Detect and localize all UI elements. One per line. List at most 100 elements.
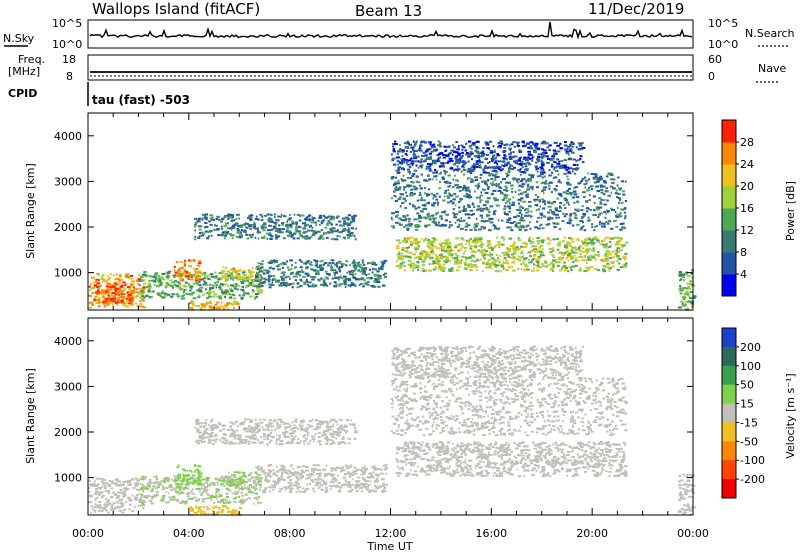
echo-cell <box>536 259 540 262</box>
echo-cell <box>486 244 489 247</box>
echo-cell <box>141 494 143 497</box>
echo-cell <box>132 487 136 490</box>
echo-cell <box>403 188 406 191</box>
echo-cell <box>235 301 239 304</box>
echo-cell <box>588 208 590 211</box>
echo-cell <box>195 272 199 275</box>
echo-cell <box>422 259 426 262</box>
echo-cell <box>275 218 277 221</box>
echo-cell <box>176 466 180 469</box>
echo-cell <box>477 236 480 239</box>
echo-cell <box>414 160 418 163</box>
echo-cell <box>119 505 124 508</box>
echo-cell <box>251 485 254 488</box>
echo-cell <box>176 280 180 283</box>
echo-cell <box>207 293 211 296</box>
echo-cell <box>461 148 464 151</box>
echo-cell <box>604 243 608 246</box>
echo-cell <box>493 210 497 213</box>
echo-cell <box>566 222 571 224</box>
echo-cell <box>568 217 572 220</box>
echo-cell <box>242 224 246 227</box>
echo-cell <box>259 282 263 285</box>
echo-cell <box>520 213 523 216</box>
echo-cell <box>513 155 516 158</box>
echo-cell <box>407 185 411 188</box>
echo-cell <box>480 225 484 228</box>
echo-cell <box>398 241 402 244</box>
echo-cell <box>91 484 96 487</box>
echo-cell <box>587 258 592 261</box>
echo-cell <box>530 174 534 177</box>
echo-cell <box>505 185 508 188</box>
echo-cell <box>413 151 415 154</box>
echo-cell <box>315 230 318 233</box>
echo-cell <box>371 261 374 264</box>
echo-cell <box>551 202 554 205</box>
echo-cell <box>485 208 490 211</box>
echo-cell <box>438 195 441 198</box>
echo-cell <box>104 297 108 300</box>
echo-cell <box>417 160 420 163</box>
echo-cell <box>431 144 435 147</box>
echo-cell <box>137 504 142 507</box>
echo-cell <box>546 200 551 203</box>
echo-cell <box>540 182 543 185</box>
echo-cell <box>425 167 428 170</box>
echo-cell <box>175 491 179 494</box>
echo-cell <box>332 269 337 272</box>
echo-cell <box>287 218 291 221</box>
echo-cell <box>280 282 282 285</box>
echo-cell <box>247 269 250 272</box>
echo-cell <box>504 163 506 166</box>
echo-cell <box>536 237 540 239</box>
echo-cell <box>103 503 108 506</box>
echo-cell <box>482 146 485 149</box>
echo-cell <box>619 228 623 231</box>
echo-cell <box>516 141 520 144</box>
echo-cell <box>518 157 521 160</box>
echo-cell <box>116 303 119 306</box>
echo-cell <box>392 148 395 151</box>
echo-cell <box>328 262 332 264</box>
echo-cell <box>416 244 419 247</box>
echo-cell <box>619 249 623 252</box>
echo-cell <box>543 186 548 189</box>
echo-cell <box>303 281 307 284</box>
echo-cell <box>201 304 206 307</box>
echo-cell <box>147 283 151 286</box>
echo-cell <box>581 240 583 243</box>
echo-cell <box>234 492 236 495</box>
echo-cell <box>540 173 544 176</box>
echo-cell <box>573 172 577 175</box>
echo-cell <box>435 213 438 216</box>
echo-cell <box>480 220 484 222</box>
echo-cell <box>392 226 395 229</box>
echo-cell <box>374 268 378 271</box>
echo-cell <box>395 260 398 263</box>
echo-cell <box>295 222 298 225</box>
echo-cell <box>522 261 525 264</box>
echo-cell <box>504 164 508 167</box>
echo-cell <box>396 214 399 217</box>
echo-cell <box>219 484 223 487</box>
echo-cell <box>178 278 183 281</box>
echo-cell <box>563 172 567 175</box>
echo-cell <box>600 198 603 201</box>
echo-cell <box>689 291 693 293</box>
echo-cell <box>111 291 116 294</box>
echo-cell <box>571 196 575 199</box>
echo-cell <box>198 234 202 237</box>
echo-cell <box>146 483 150 486</box>
echo-cell <box>479 251 484 254</box>
echo-cell <box>465 192 468 195</box>
echo-cell <box>518 150 521 153</box>
echo-cell <box>465 222 468 225</box>
echo-cell <box>428 218 432 221</box>
echo-cell <box>188 274 192 276</box>
echo-cell <box>154 279 157 282</box>
echo-cell <box>454 184 457 187</box>
echo-cell <box>367 262 372 264</box>
echo-cell <box>601 240 604 243</box>
echo-cell <box>104 506 108 508</box>
